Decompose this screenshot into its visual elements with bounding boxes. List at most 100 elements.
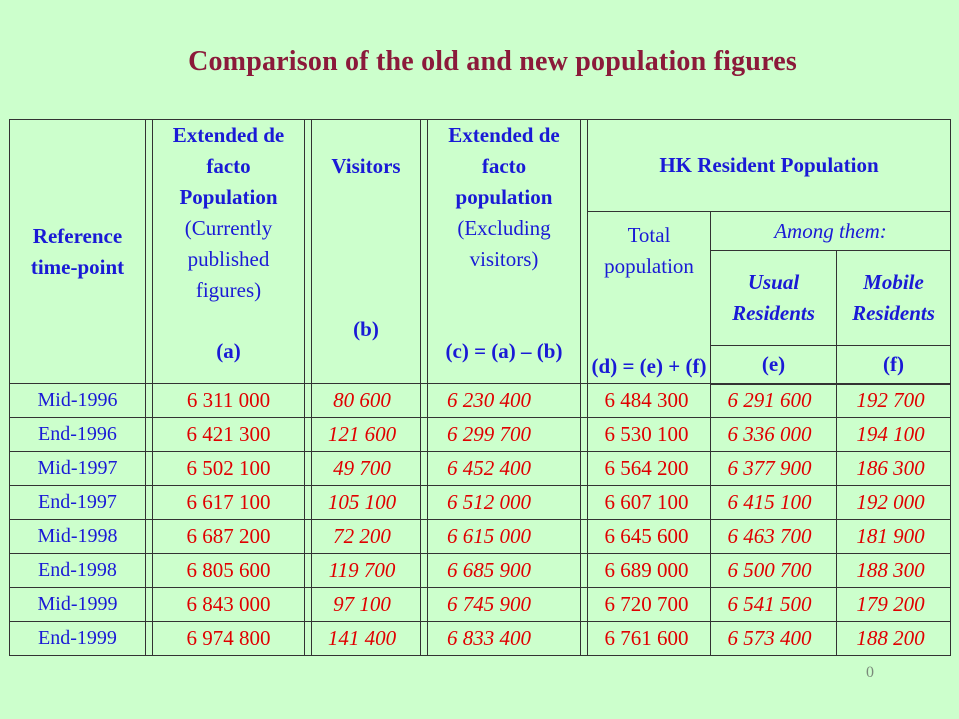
cell-visitors: 80 600 — [311, 383, 421, 418]
cell-usual-residents: 6 573 400 — [710, 621, 837, 656]
column-gap — [145, 587, 153, 622]
cell-visitors: 49 700 — [311, 451, 421, 486]
header-code-e: (e) — [710, 345, 837, 385]
cell-excluding-visitors: 6 452 400 — [427, 451, 581, 486]
table-row: End-1997 6 617 100 105 100 6 512 000 6 607 1… — [9, 485, 952, 520]
cell-total-population: 6 689 000 — [587, 553, 711, 588]
column-gap — [420, 119, 428, 384]
table-row: Mid-1999 6 843 000 97 100 6 745 900 6 720 70… — [9, 587, 952, 622]
table-row: End-1999 6 974 800 141 400 6 833 400 6 761 6… — [9, 621, 952, 656]
header-mobile-residents: Mobile Residents — [835, 250, 952, 346]
column-gap — [145, 119, 153, 384]
population-comparison-table: Reference time-point Extended de facto Po… — [9, 119, 952, 656]
table-row: End-1998 6 805 600 119 700 6 685 900 6 689 0… — [9, 553, 952, 588]
column-gap — [420, 621, 428, 656]
column-gap — [304, 417, 312, 452]
cell-extended-de-facto: 6 617 100 — [152, 485, 305, 520]
cell-visitors: 97 100 — [311, 587, 421, 622]
column-gap — [145, 485, 153, 520]
row-label: End-1997 — [9, 485, 146, 520]
table-row: Mid-1996 6 311 000 80 600 6 230 400 6 484 30… — [9, 383, 952, 418]
column-gap — [580, 485, 588, 520]
column-gap — [580, 451, 588, 486]
column-gap — [304, 119, 312, 384]
cell-total-population: 6 564 200 — [587, 451, 711, 486]
cell-visitors: 121 600 — [311, 417, 421, 452]
column-gap — [304, 383, 312, 418]
cell-excluding-visitors: 6 685 900 — [427, 553, 581, 588]
column-gap — [304, 485, 312, 520]
cell-visitors: 105 100 — [311, 485, 421, 520]
column-gap — [580, 553, 588, 588]
cell-total-population: 6 645 600 — [587, 519, 711, 554]
cell-extended-de-facto: 6 974 800 — [152, 621, 305, 656]
column-gap — [420, 383, 428, 418]
cell-usual-residents: 6 336 000 — [710, 417, 837, 452]
cell-mobile-residents: 192 000 — [835, 485, 952, 520]
cell-mobile-residents: 179 200 — [835, 587, 952, 622]
slide-title: Comparison of the old and new population… — [188, 46, 797, 77]
cell-extended-de-facto: 6 805 600 — [152, 553, 305, 588]
cell-total-population: 6 720 700 — [587, 587, 711, 622]
row-label: End-1999 — [9, 621, 146, 656]
row-label: Mid-1999 — [9, 587, 146, 622]
cell-excluding-visitors: 6 745 900 — [427, 587, 581, 622]
cell-excluding-visitors: 6 512 000 — [427, 485, 581, 520]
cell-extended-de-facto: 6 502 100 — [152, 451, 305, 486]
header-total-population: Total population (d) = (e) + (f) — [587, 211, 711, 384]
column-gap — [145, 451, 153, 486]
header-reference-time-point: Reference time-point — [9, 119, 146, 384]
column-gap — [420, 553, 428, 588]
column-gap — [580, 587, 588, 622]
column-gap — [420, 451, 428, 486]
cell-visitors: 141 400 — [311, 621, 421, 656]
column-gap — [580, 119, 588, 384]
column-gap — [304, 587, 312, 622]
table-row: Mid-1997 6 502 100 49 700 6 452 400 6 564 20… — [9, 451, 952, 486]
cell-extended-de-facto: 6 311 000 — [152, 383, 305, 418]
cell-extended-de-facto: 6 843 000 — [152, 587, 305, 622]
cell-total-population: 6 530 100 — [587, 417, 711, 452]
cell-mobile-residents: 188 300 — [835, 553, 952, 588]
column-gap — [145, 519, 153, 554]
cell-mobile-residents: 186 300 — [835, 451, 952, 486]
cell-mobile-residents: 194 100 — [835, 417, 952, 452]
cell-total-population: 6 484 300 — [587, 383, 711, 418]
column-gap — [580, 383, 588, 418]
column-gap — [304, 519, 312, 554]
row-label: End-1996 — [9, 417, 146, 452]
column-gap — [420, 417, 428, 452]
cell-extended-de-facto: 6 687 200 — [152, 519, 305, 554]
cell-usual-residents: 6 463 700 — [710, 519, 837, 554]
cell-excluding-visitors: 6 833 400 — [427, 621, 581, 656]
header-hk-resident-population: HK Resident Population — [586, 119, 952, 212]
header-extended-de-facto-population: Extended de facto Population (Currently … — [152, 119, 305, 384]
row-label: Mid-1997 — [9, 451, 146, 486]
cell-extended-de-facto: 6 421 300 — [152, 417, 305, 452]
cell-usual-residents: 6 291 600 — [710, 383, 837, 418]
column-gap — [580, 417, 588, 452]
column-gap — [145, 621, 153, 656]
header-among-them: Among them: — [709, 211, 952, 251]
header-usual-residents: Usual Residents — [710, 250, 837, 346]
column-gap — [580, 519, 588, 554]
cell-usual-residents: 6 500 700 — [710, 553, 837, 588]
column-gap — [304, 451, 312, 486]
cell-excluding-visitors: 6 230 400 — [427, 383, 581, 418]
table-row: Mid-1998 6 687 200 72 200 6 615 000 6 645 60… — [9, 519, 952, 554]
cell-visitors: 119 700 — [311, 553, 421, 588]
table-row: End-1996 6 421 300 121 600 6 299 700 6 530 1… — [9, 417, 952, 452]
cell-usual-residents: 6 541 500 — [710, 587, 837, 622]
cell-mobile-residents: 188 200 — [835, 621, 952, 656]
column-gap — [304, 553, 312, 588]
cell-total-population: 6 761 600 — [587, 621, 711, 656]
header-code-f: (f) — [835, 345, 952, 385]
column-gap — [304, 621, 312, 656]
column-gap — [420, 485, 428, 520]
header-extended-de-facto-excluding-visitors: Extended de facto population (Excluding … — [427, 119, 581, 384]
column-gap — [580, 621, 588, 656]
row-label: End-1998 — [9, 553, 146, 588]
cell-visitors: 72 200 — [311, 519, 421, 554]
column-gap — [145, 553, 153, 588]
column-gap — [145, 383, 153, 418]
